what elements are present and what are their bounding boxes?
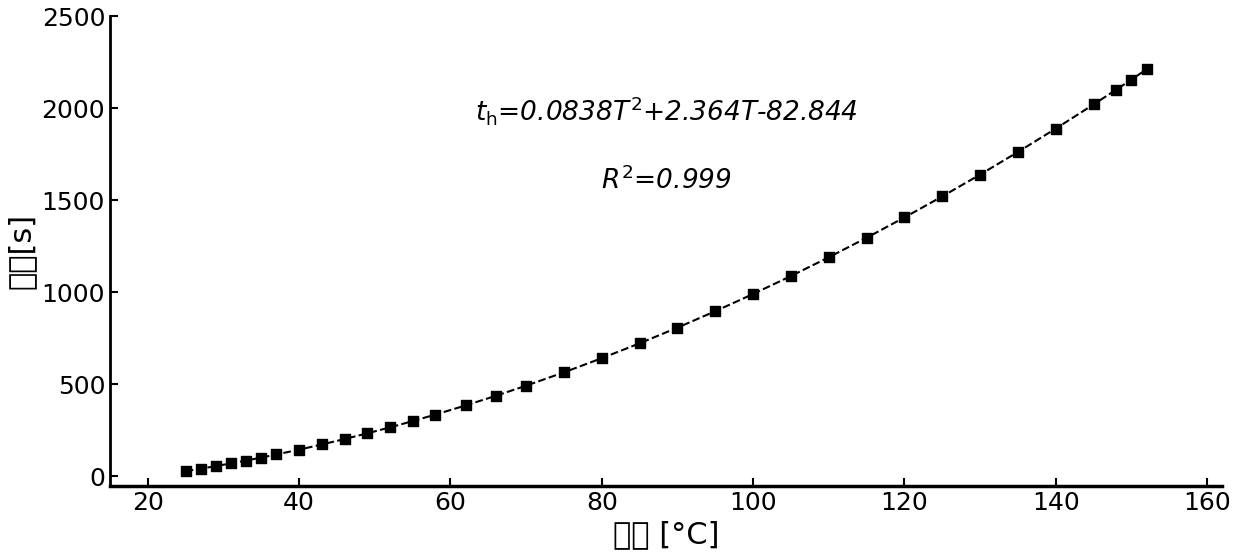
- Point: [516, 381, 536, 390]
- Text: $t_\mathrm{h}$=0.0838$T^2$+2.364$T$-82.844: $t_\mathrm{h}$=0.0838$T^2$+2.364$T$-82.8…: [475, 94, 858, 127]
- Point: [1084, 100, 1104, 109]
- Point: [894, 213, 914, 222]
- Point: [667, 323, 687, 332]
- Point: [357, 429, 377, 438]
- Point: [455, 401, 475, 410]
- Point: [267, 450, 286, 459]
- Point: [932, 192, 952, 201]
- Point: [781, 271, 801, 280]
- Point: [312, 440, 332, 449]
- Point: [425, 410, 445, 419]
- Point: [252, 453, 272, 462]
- Point: [706, 307, 725, 316]
- Point: [486, 391, 506, 400]
- Point: [379, 423, 399, 432]
- Point: [1121, 75, 1141, 84]
- Point: [1106, 85, 1126, 94]
- Point: [970, 170, 990, 179]
- Point: [191, 464, 211, 473]
- Point: [630, 339, 650, 348]
- Point: [289, 445, 309, 454]
- Point: [554, 368, 574, 377]
- Point: [335, 435, 355, 444]
- Point: [1008, 147, 1028, 156]
- X-axis label: 温度 [°C]: 温度 [°C]: [613, 520, 719, 549]
- Text: $R^2$=0.999: $R^2$=0.999: [600, 166, 732, 195]
- Point: [206, 461, 226, 470]
- Point: [818, 253, 838, 262]
- Point: [1045, 124, 1065, 133]
- Point: [237, 456, 257, 465]
- Point: [857, 234, 877, 242]
- Point: [403, 416, 423, 425]
- Point: [176, 466, 196, 475]
- Point: [591, 354, 611, 363]
- Point: [743, 290, 763, 299]
- Point: [1137, 65, 1157, 74]
- Y-axis label: 时间[s]: 时间[s]: [7, 213, 36, 289]
- Point: [221, 459, 241, 468]
